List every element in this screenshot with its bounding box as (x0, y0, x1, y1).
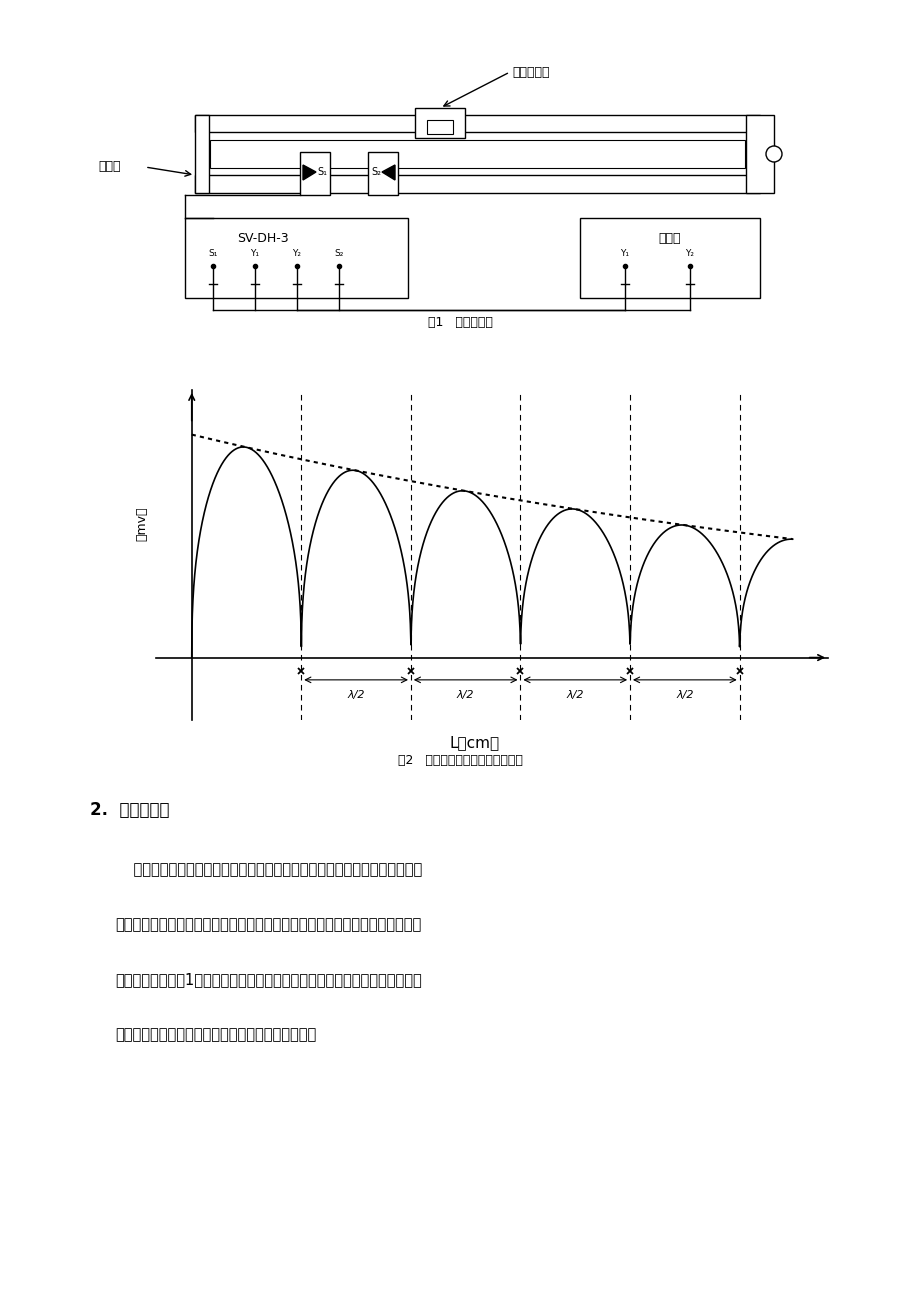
Text: 相位时，这两点间的距离就是波长的整数倍。运用这个原理，可以精确的测量波: 相位时，这两点间的距离就是波长的整数倍。运用这个原理，可以精确的测量波 (115, 918, 421, 932)
Text: L（cm）: L（cm） (449, 734, 499, 750)
Bar (195, 115, 209, 193)
Polygon shape (381, 165, 394, 180)
Text: Y₂: Y₂ (292, 249, 301, 258)
Text: λ/2: λ/2 (566, 690, 584, 700)
Text: 容栅数显尺: 容栅数显尺 (512, 65, 549, 78)
Text: λ/2: λ/2 (347, 690, 365, 700)
Bar (300, 152, 330, 195)
Text: 图1   实验装置图: 图1 实验装置图 (427, 315, 492, 328)
Text: 长。试验装置如图1所示，沿波的传播方向移动接受器，接受到的信号再次与发: 长。试验装置如图1所示，沿波的传播方向移动接受器，接受到的信号再次与发 (115, 973, 421, 987)
Text: S₁: S₁ (208, 249, 218, 258)
Bar (579, 217, 759, 298)
Circle shape (766, 146, 781, 161)
Text: λ/2: λ/2 (457, 690, 474, 700)
Text: 2.  相位比较法: 2. 相位比较法 (90, 801, 169, 819)
Text: 波是振动状态的传播，也可以说是位相的传播。沿波传播方向的任何两点同: 波是振动状态的传播，也可以说是位相的传播。沿波传播方向的任何两点同 (115, 862, 422, 878)
Bar (195, 115, 759, 132)
Text: 图2   接受器表面声压随距离的变化: 图2 接受器表面声压随距离的变化 (397, 754, 522, 767)
Text: Y₁: Y₁ (250, 249, 259, 258)
Bar (745, 115, 773, 193)
Text: （mv）: （mv） (136, 506, 149, 542)
Bar (210, 141, 744, 168)
Bar (368, 152, 398, 195)
Text: S₂: S₂ (334, 249, 344, 258)
Text: Y₂: Y₂ (685, 249, 694, 258)
Text: λ/2: λ/2 (675, 690, 693, 700)
Text: S₂: S₂ (370, 167, 380, 177)
Text: 射器的位相相似时，一国的距离等于与声波的波长。: 射器的位相相似时，一国的距离等于与声波的波长。 (115, 1027, 316, 1043)
Bar (426, 120, 452, 134)
Text: Y₁: Y₁ (619, 249, 629, 258)
Text: 示波器: 示波器 (658, 232, 680, 245)
Bar (414, 108, 464, 138)
Polygon shape (302, 165, 315, 180)
Bar (195, 174, 759, 193)
Bar (185, 217, 407, 298)
Text: SV-DH-3: SV-DH-3 (237, 232, 289, 245)
Text: 信号源: 信号源 (98, 160, 121, 173)
Text: S₁: S₁ (317, 167, 326, 177)
